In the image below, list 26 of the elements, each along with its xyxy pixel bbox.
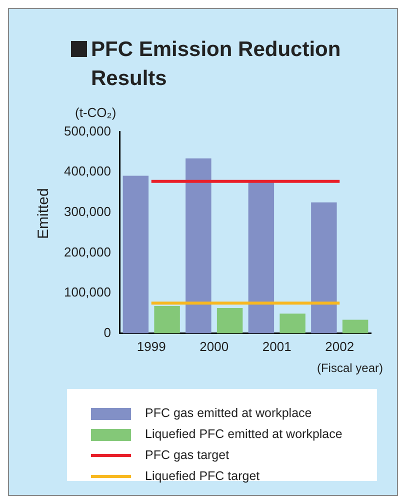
- x-tick-label: 2001: [262, 338, 292, 354]
- chart-title: PFC Emission Reduction Results: [91, 37, 342, 92]
- bar: [248, 180, 274, 334]
- text: (t-CO₂): [75, 105, 116, 120]
- bar: [280, 314, 306, 334]
- y-tick-label: 300,000: [64, 204, 111, 220]
- x-tick-label: 2002: [325, 338, 354, 354]
- x-tick-label: 2000: [200, 338, 229, 354]
- y-tick-label: 0: [104, 324, 111, 340]
- y-tick-label: 200,000: [64, 244, 111, 260]
- legend-label: Liquefied PFC target: [145, 469, 260, 483]
- bar: [311, 202, 337, 334]
- x-tick-label: 1999: [136, 338, 166, 354]
- x-axis-title: (Fiscal year): [316, 361, 383, 375]
- bar: [122, 176, 149, 334]
- bar: [154, 306, 180, 334]
- bar: [186, 158, 212, 334]
- y-tick-label: 400,000: [64, 164, 111, 179]
- y-tick-label: 500,000: [64, 123, 111, 138]
- bar: [216, 308, 243, 334]
- y-tick-label: 100,000: [64, 284, 111, 300]
- legend-label: Liquefied PFC emitted at workplace: [145, 427, 342, 441]
- y-axis-title: Emitted: [35, 188, 52, 239]
- bar: [342, 320, 368, 334]
- legend-label: PFC gas target: [145, 448, 230, 462]
- legend-label: PFC gas emitted at workplace: [145, 406, 312, 420]
